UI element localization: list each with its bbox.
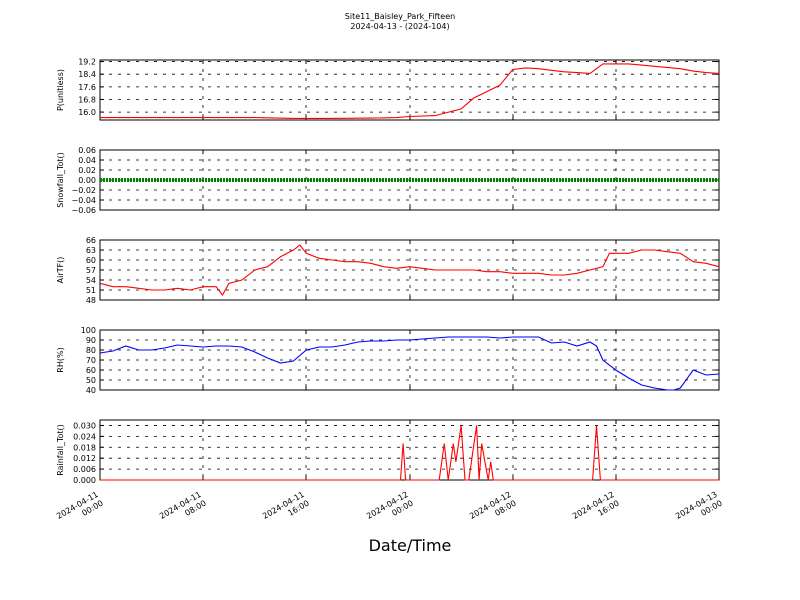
y-tick-label: 0.018 xyxy=(73,443,96,452)
y-tick-label: 17.6 xyxy=(78,83,96,92)
y-axis-label: P(unitless) xyxy=(56,69,65,111)
y-tick-label: 57 xyxy=(86,266,96,275)
plot-frame xyxy=(99,419,720,481)
y-tick-label: 60 xyxy=(86,256,96,265)
y-tick-label: 0.04 xyxy=(78,156,96,165)
chart-title: Site11_Baisley_Park_Fifteen xyxy=(345,12,455,21)
y-tick-label: 0.030 xyxy=(73,421,96,430)
series-line xyxy=(100,63,720,119)
y-tick-label: 90 xyxy=(86,336,96,345)
series-line xyxy=(99,336,720,391)
plot-frame xyxy=(99,59,720,121)
y-tick-label: 0.000 xyxy=(73,476,96,485)
y-tick-label: 66 xyxy=(86,236,96,245)
y-tick-label: 40 xyxy=(86,386,96,395)
y-axis-label: Snowfall_Tot() xyxy=(56,152,65,208)
y-tick-label: 50 xyxy=(86,376,96,385)
y-tick-label: 16.0 xyxy=(78,108,96,117)
y-axis-label: AirTF() xyxy=(56,257,65,284)
y-tick-label: 0.006 xyxy=(73,465,96,474)
y-tick-label: −0.04 xyxy=(71,196,96,205)
y-tick-label: 0.012 xyxy=(73,454,96,463)
y-tick-label: −0.02 xyxy=(71,186,96,195)
series-line xyxy=(100,425,719,481)
y-tick-label: 60 xyxy=(86,366,96,375)
y-tick-label: 0.06 xyxy=(78,146,96,155)
y-tick-label: 100 xyxy=(81,326,96,335)
y-tick-label: 54 xyxy=(86,276,96,285)
chart-subtitle: 2024-04-13 - (2024-104) xyxy=(350,22,449,31)
y-tick-label: 80 xyxy=(86,346,96,355)
y-tick-label: 0.024 xyxy=(73,432,96,441)
y-axis-label: RH(%) xyxy=(56,347,65,372)
y-tick-label: 51 xyxy=(86,286,96,295)
subplot-2: −0.06−0.04−0.020.000.020.040.06 Snowfall_… xyxy=(56,146,720,215)
x-axis-label: Date/Time xyxy=(369,536,452,555)
y-tick-label: 16.8 xyxy=(78,95,96,104)
y-axis-label: Rainfall_Tot() xyxy=(56,424,65,476)
y-tick-label: 0.00 xyxy=(78,176,96,185)
subplot-1: 16.0 16.8 17.6 18.4 19.2 P(unitless) xyxy=(56,58,720,121)
series-line xyxy=(99,244,720,296)
y-tick-label: 19.2 xyxy=(78,58,96,67)
y-tick-label: 63 xyxy=(86,246,96,255)
y-tick-label: 48 xyxy=(86,296,96,305)
subplots: 16.016.817.618.419.2P(unitless)−0.06−0.0… xyxy=(56,58,720,485)
y-tick-label: 70 xyxy=(86,356,96,365)
y-tick-label: −0.06 xyxy=(71,206,96,215)
subplot-5: 0.000 0.006 0.012 0.018 0.024 0.030 Rainfall_T… xyxy=(56,419,720,485)
y-tick-label: 0.02 xyxy=(78,166,96,175)
y-tick-label: 18.4 xyxy=(78,70,96,79)
